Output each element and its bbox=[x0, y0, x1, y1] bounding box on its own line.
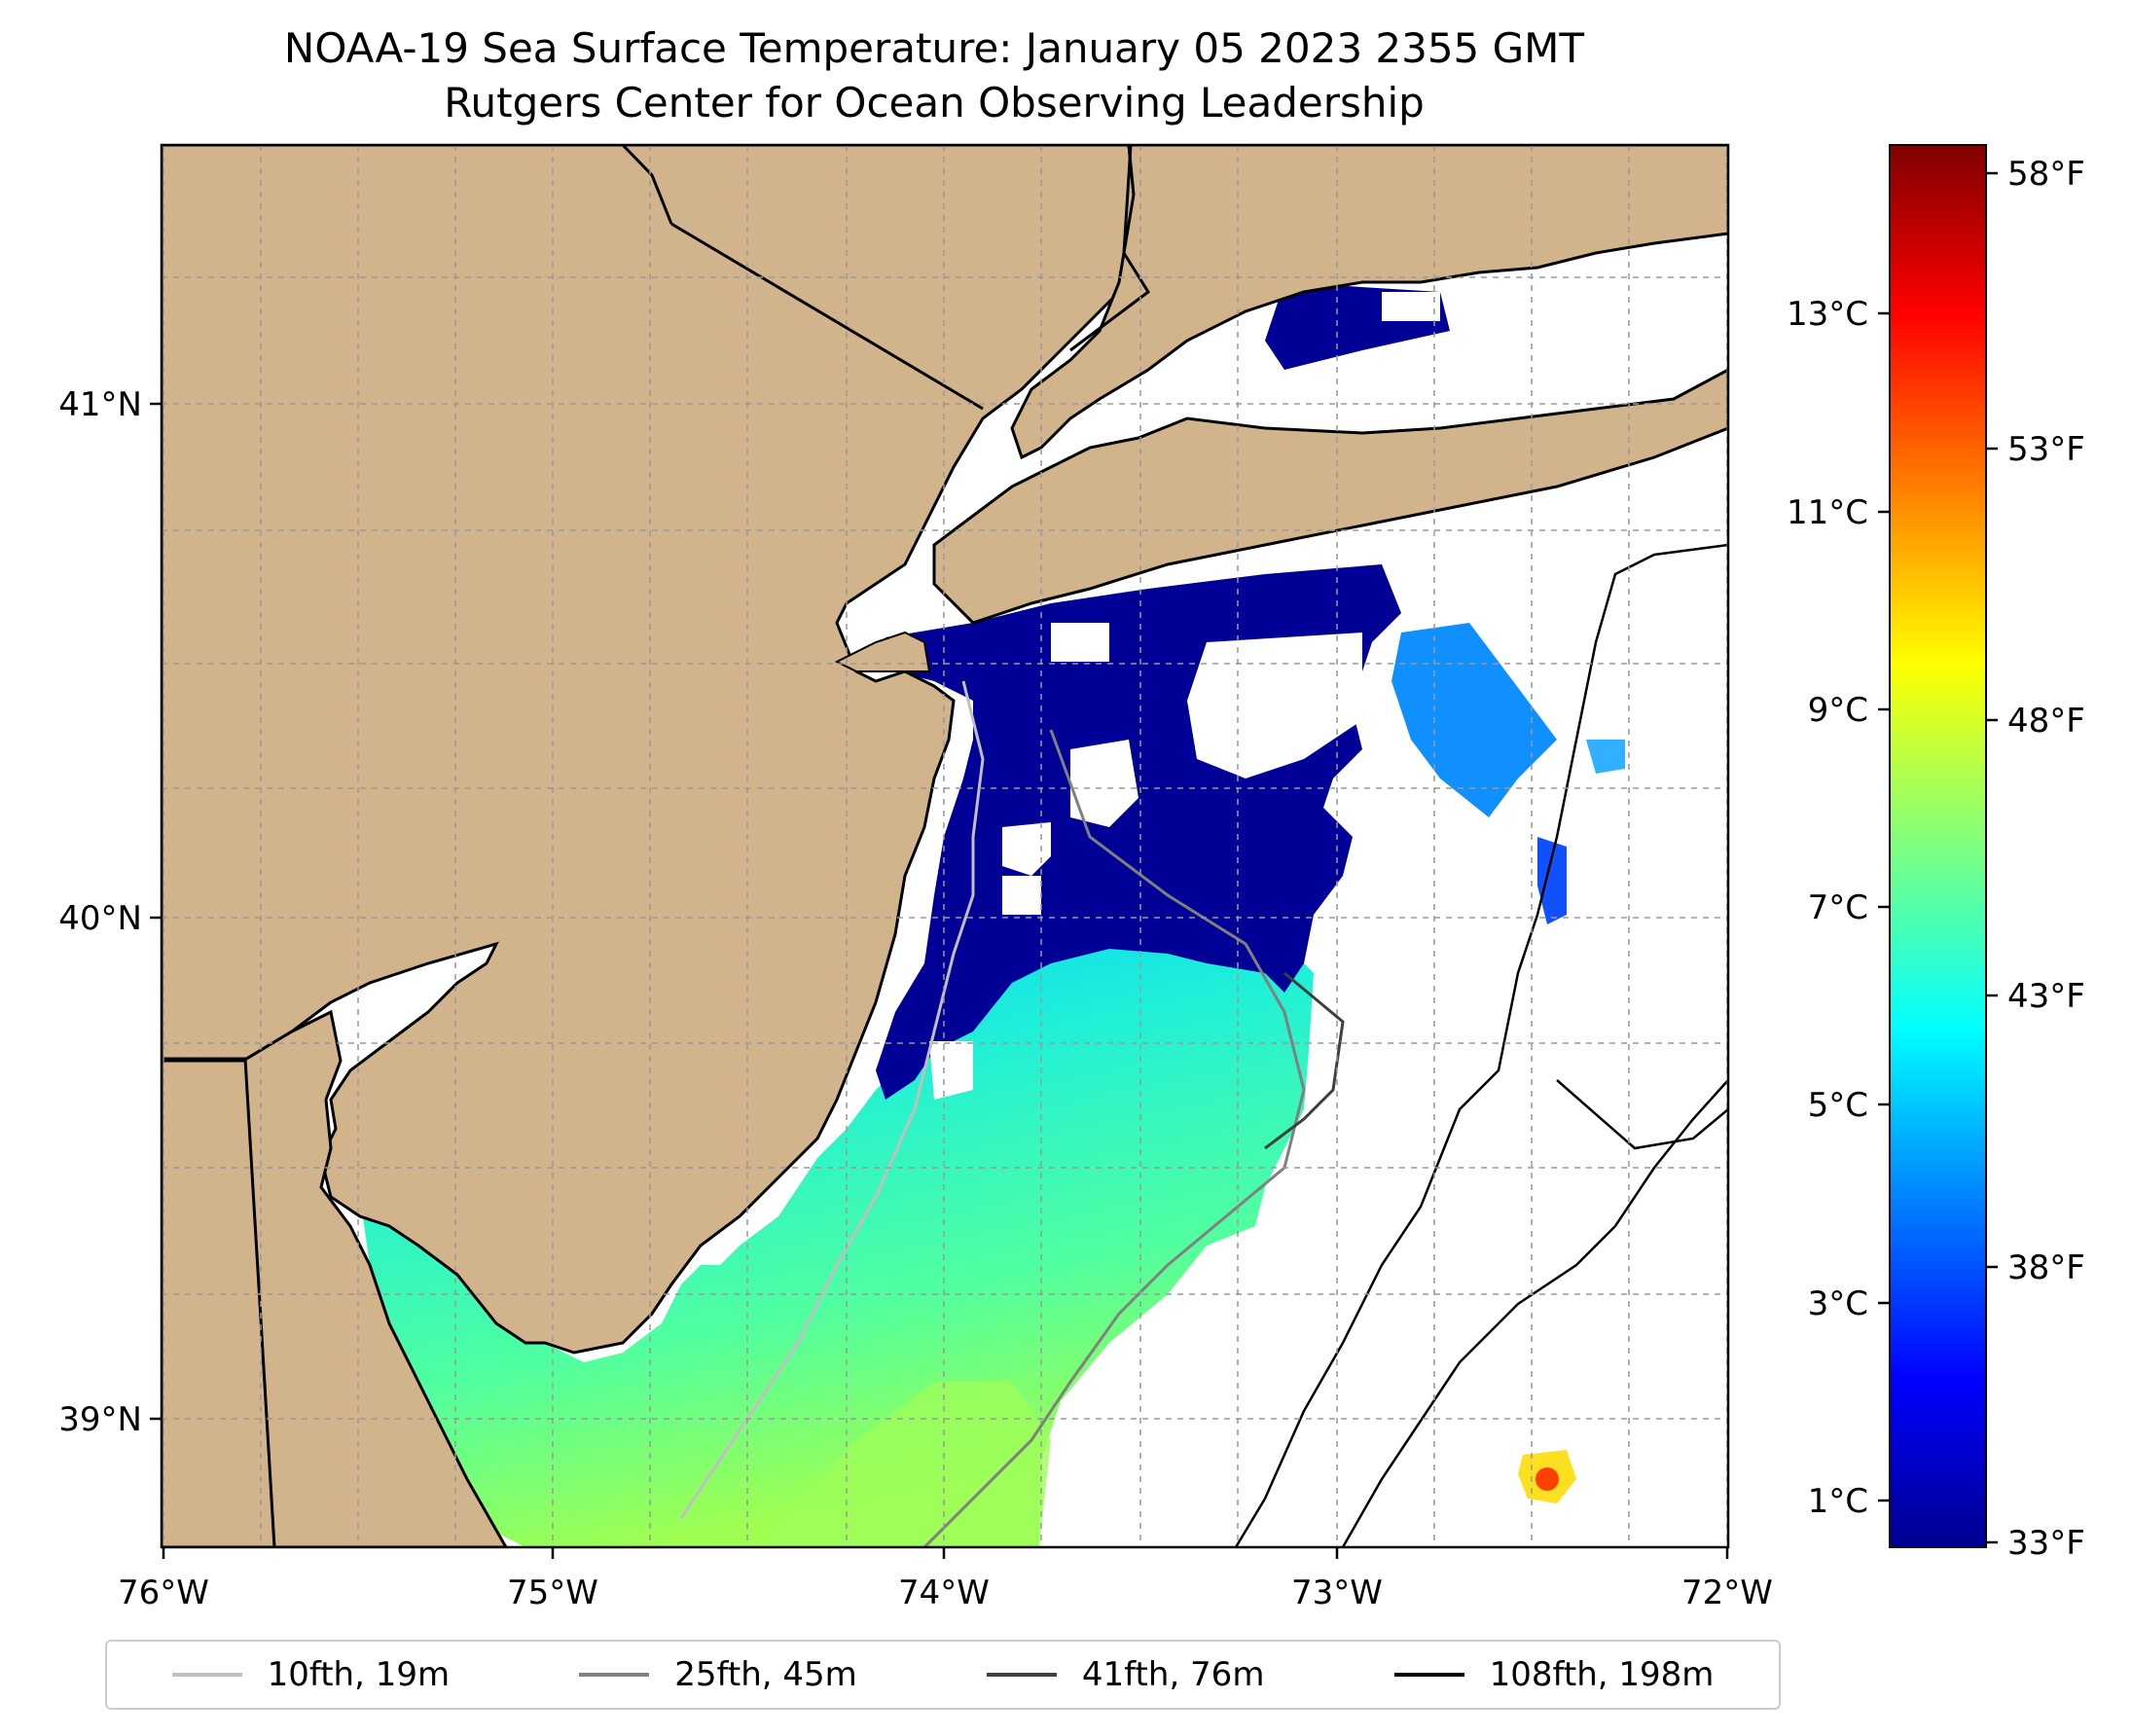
map-area bbox=[162, 145, 1728, 1547]
legend-line-icon bbox=[986, 1673, 1057, 1677]
lon-tick-marks bbox=[162, 1547, 1729, 1559]
lon-tick-label: 75°W bbox=[507, 1573, 598, 1612]
colorbar-celsius-label: 1°C bbox=[1808, 1482, 1868, 1521]
state-boundary bbox=[621, 145, 673, 225]
cloud-gap bbox=[1002, 822, 1051, 876]
colorbar-celsius-label: 5°C bbox=[1808, 1086, 1868, 1125]
sst-field-cyan bbox=[360, 924, 1314, 1547]
cloud-gap bbox=[1070, 740, 1138, 827]
legend-label: 25fth, 45m bbox=[674, 1655, 857, 1694]
contour-108fth bbox=[1234, 543, 1728, 1547]
sst-field-green bbox=[759, 1382, 1051, 1547]
cloud-gap bbox=[1382, 292, 1440, 321]
legend-item: 25fth, 45m bbox=[579, 1655, 857, 1694]
land-new-jersey bbox=[162, 145, 1145, 1355]
legend-line-icon bbox=[1393, 1673, 1464, 1677]
legend-item: 41fth, 76m bbox=[986, 1655, 1265, 1694]
colorbar-fahrenheit-label: 38°F bbox=[2007, 1248, 2085, 1287]
lon-tick-label: 76°W bbox=[118, 1573, 209, 1612]
contour-10fth bbox=[679, 680, 985, 1519]
legend-label: 108fth, 198m bbox=[1489, 1655, 1715, 1694]
colorbar-fahrenheit-label: 33°F bbox=[2007, 1524, 2085, 1563]
cloud-gap bbox=[1051, 623, 1109, 662]
land-long-island bbox=[932, 368, 1728, 625]
contour-41fth bbox=[1264, 971, 1345, 1150]
contour-108fth bbox=[1341, 1079, 1728, 1547]
legend-item: 108fth, 198m bbox=[1393, 1655, 1715, 1694]
lon-tick-label: 74°W bbox=[898, 1573, 990, 1612]
contour-25fth bbox=[922, 729, 1306, 1547]
land-delaware bbox=[162, 1009, 508, 1547]
land-staten-island bbox=[834, 631, 931, 672]
bathymetry-legend: 10fth, 19m 25fth, 45m 41fth, 76m 108fth,… bbox=[105, 1640, 1781, 1710]
legend-label: 41fth, 76m bbox=[1081, 1655, 1265, 1694]
colorbar-fahrenheit-label: 53°F bbox=[2007, 430, 2085, 469]
lat-tick-label: 39°N bbox=[58, 1400, 142, 1439]
map-gridlines bbox=[162, 145, 1728, 1547]
sst-patch-offshore bbox=[1537, 837, 1567, 924]
lat-tick-label: 40°N bbox=[58, 899, 142, 938]
colorbar-celsius-label: 7°C bbox=[1808, 888, 1868, 927]
contour-108fth bbox=[1556, 1079, 1728, 1150]
cloud-gap bbox=[929, 1041, 973, 1100]
lon-tick-label: 72°W bbox=[1681, 1573, 1773, 1612]
figure-title: NOAA-19 Sea Surface Temperature: January… bbox=[283, 24, 1585, 72]
colorbar-fahrenheit-ticks bbox=[1986, 171, 1998, 1544]
colorbar-fahrenheit-label: 43°F bbox=[2007, 977, 2085, 1016]
sst-patch-offshore bbox=[1586, 740, 1625, 774]
colorbar-fahrenheit-label: 48°F bbox=[2007, 702, 2085, 741]
land-connecticut bbox=[1010, 145, 1728, 460]
colorbar-celsius-label: 9°C bbox=[1808, 691, 1868, 730]
legend-line-icon bbox=[579, 1673, 650, 1677]
sst-warm-spot-core bbox=[1536, 1467, 1559, 1491]
lat-tick-label: 41°N bbox=[58, 385, 142, 424]
colorbar-fahrenheit-label: 58°F bbox=[2007, 155, 2085, 194]
legend-label: 10fth, 19m bbox=[267, 1655, 451, 1694]
colorbar-celsius-label: 11°C bbox=[1787, 493, 1868, 532]
state-boundary bbox=[1069, 145, 1151, 352]
cloud-gap bbox=[1187, 633, 1362, 778]
state-boundary bbox=[162, 1057, 276, 1547]
sst-patch-offshore bbox=[1391, 623, 1557, 817]
state-boundary bbox=[670, 222, 984, 411]
legend-item: 10fth, 19m bbox=[171, 1655, 451, 1694]
colorbar-celsius-label: 3°C bbox=[1808, 1284, 1868, 1323]
cloud-gap bbox=[1002, 876, 1041, 915]
legend-line-icon bbox=[171, 1673, 242, 1677]
colorbar-celsius-label: 13°C bbox=[1787, 295, 1868, 334]
colorbar bbox=[1889, 144, 1987, 1548]
figure-subtitle: Rutgers Center for Ocean Observing Leade… bbox=[444, 79, 1425, 127]
lon-tick-label: 73°W bbox=[1291, 1573, 1383, 1612]
lat-tick-marks bbox=[150, 402, 162, 1421]
colorbar-celsius-ticks bbox=[1878, 311, 1890, 1502]
